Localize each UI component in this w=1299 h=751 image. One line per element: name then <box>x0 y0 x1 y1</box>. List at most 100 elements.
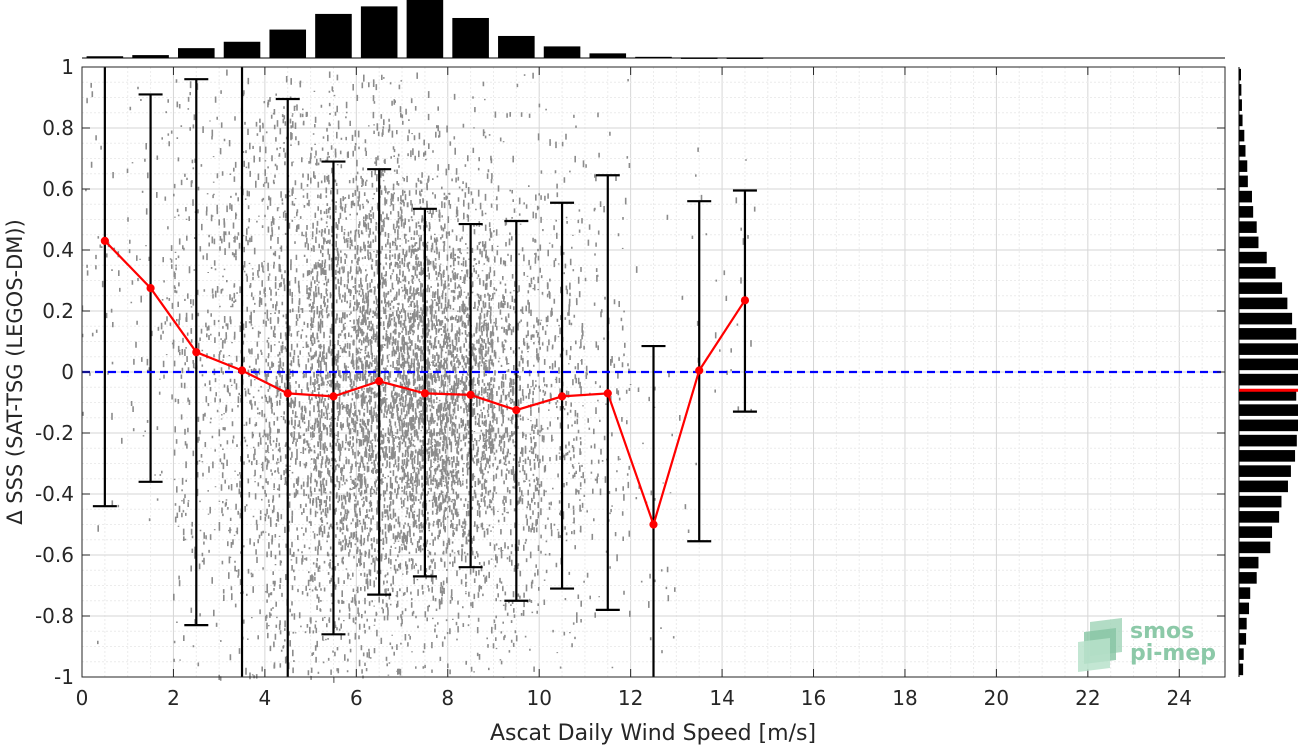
x-axis-label: Ascat Daily Wind Speed [m/s] <box>490 721 816 746</box>
y-tick-label: 0 <box>61 360 74 384</box>
x-tick-label: 12 <box>618 686 643 710</box>
x-tick-label: 22 <box>1075 686 1100 710</box>
scatter-cloud <box>81 69 756 683</box>
mean-point <box>146 284 155 293</box>
top-hist-bar <box>726 57 764 59</box>
right-hist-bar <box>1239 495 1282 508</box>
x-tick-labels: 0 2 4 6 8 10 12 14 16 18 20 22 24 <box>76 686 1192 710</box>
right-hist-bar <box>1239 404 1298 416</box>
y-axis-label: Δ SSS (SAT-TSG (LEGOS-DM)) <box>3 219 27 525</box>
y-tick-label: 0.2 <box>42 299 74 323</box>
right-hist-bar <box>1239 328 1297 340</box>
right-hist-bar <box>1239 587 1251 599</box>
right-hist-bar <box>1239 602 1250 615</box>
x-tick-label: 2 <box>167 686 180 710</box>
top-hist-bar <box>543 46 581 58</box>
mean-point <box>512 406 521 415</box>
logo-text-line2: pi-mep <box>1130 641 1216 666</box>
x-tick-label: 24 <box>1167 686 1192 710</box>
y-tick-label: 0.6 <box>42 177 74 201</box>
y-tick-label: -0.2 <box>35 421 74 445</box>
right-hist-bar <box>1239 633 1247 645</box>
scatter-points <box>81 69 756 683</box>
mean-point <box>557 392 567 401</box>
top-hist-bar <box>178 48 215 58</box>
mean-point <box>466 390 475 399</box>
x-tick-label: 4 <box>259 686 272 710</box>
right-hist-bar <box>1239 68 1241 81</box>
y-tick-label: -0.8 <box>35 604 74 628</box>
x-tick-label: 20 <box>984 686 1009 710</box>
logo-layer-front <box>1078 638 1110 672</box>
x-tick-label: 8 <box>441 686 454 710</box>
x-tick-label: 6 <box>350 686 363 710</box>
right-hist-bar <box>1239 648 1244 660</box>
right-hist-bar <box>1239 373 1298 386</box>
main-plot: 0 2 4 6 8 10 12 14 16 18 20 22 24 -1-0.8-0.6-0.4-0.2… <box>35 55 1226 710</box>
top-hist-bar <box>452 17 489 58</box>
top-hist-bar <box>360 6 398 58</box>
top-hist-bar <box>315 13 352 59</box>
right-hist-bar <box>1239 419 1298 432</box>
mean-point <box>329 392 338 401</box>
mean-point <box>603 389 612 398</box>
top-hist-bar <box>132 55 169 58</box>
right-hist-bar <box>1239 450 1296 462</box>
top-hist-bar <box>589 53 627 58</box>
right-hist-bar <box>1239 267 1276 279</box>
top-hist-bar <box>680 57 718 59</box>
top-hist-bar <box>269 29 307 58</box>
right-hist-bar <box>1239 114 1243 127</box>
mean-point <box>237 366 247 375</box>
mean-point <box>375 377 384 386</box>
y-tick-label: 0.8 <box>42 116 74 140</box>
top-hist-bar <box>498 35 535 58</box>
y-tick-label: -1 <box>54 665 74 689</box>
top-hist-bar <box>223 41 261 58</box>
right-hist-bar <box>1239 206 1254 218</box>
mean-point <box>649 520 658 529</box>
right-hist-bar <box>1239 297 1288 310</box>
mean-point <box>192 348 201 357</box>
y-tick-label: 0.4 <box>42 238 74 262</box>
right-hist-bar <box>1239 84 1242 96</box>
right-hist-bar <box>1239 556 1259 569</box>
mean-point <box>100 236 109 245</box>
binned-mean-line <box>100 236 750 529</box>
right-hist-bar <box>1239 343 1298 355</box>
top-histogram <box>82 0 1225 59</box>
x-tick-label: 0 <box>76 686 89 710</box>
x-tick-label: 14 <box>709 686 734 710</box>
right-hist-bar <box>1239 511 1280 523</box>
axis-ticks <box>81 66 1225 678</box>
right-hist-bar <box>1239 221 1257 233</box>
y-tick-label: -0.6 <box>35 543 74 567</box>
y-tick-label: -0.4 <box>35 482 74 506</box>
right-hist-bar <box>1239 175 1248 188</box>
right-hist-bar <box>1239 480 1288 493</box>
smos-pi-mep-logo: smos pi-mep <box>1078 618 1216 672</box>
right-hist-bar <box>1239 617 1247 630</box>
right-hist-bar <box>1239 99 1242 111</box>
right-hist-bar <box>1239 129 1245 142</box>
top-hist-bar <box>86 56 124 58</box>
x-tick-label: 16 <box>801 686 826 710</box>
right-hist-bar <box>1239 251 1267 264</box>
right-hist-bar <box>1239 663 1244 676</box>
right-histogram <box>1238 67 1298 677</box>
x-tick-label: 10 <box>526 686 551 710</box>
right-hist-bar <box>1239 236 1259 249</box>
right-hist-bar <box>1239 541 1271 554</box>
y-tick-label: 1 <box>61 55 74 79</box>
right-hist-bar <box>1239 465 1291 477</box>
right-hist-bar <box>1239 358 1298 371</box>
right-hist-bar <box>1239 282 1283 294</box>
x-tick-label: 18 <box>892 686 917 710</box>
y-tick-labels: -1 -0.8 -0.6 -0.4 -0.2 0 0.2 0.4 0.6 0.8 1 <box>35 55 74 689</box>
mean-point <box>283 389 292 398</box>
mean-point <box>740 296 750 305</box>
logo-text-line1: smos <box>1130 619 1194 644</box>
right-hist-bar <box>1239 160 1248 172</box>
